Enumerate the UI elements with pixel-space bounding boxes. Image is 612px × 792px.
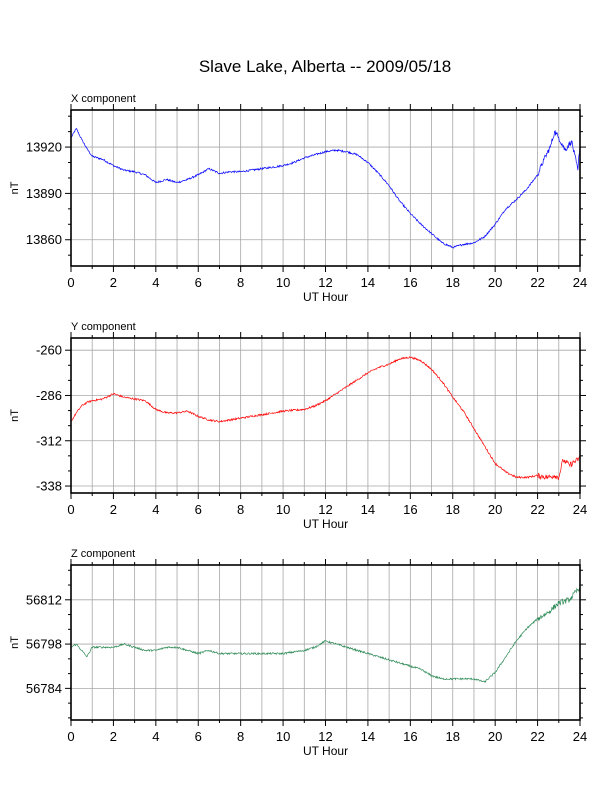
z-x-tick-label: 14 [361, 729, 375, 744]
y-component-series-line [70, 355, 581, 481]
x-x-tick-label: 14 [361, 275, 375, 290]
z-x-axis-label: UT Hour [303, 744, 348, 758]
x-y-tick-label: 13890 [26, 186, 62, 201]
z-component-title: Z component [71, 548, 135, 560]
x-x-tick-label: 4 [152, 275, 159, 290]
y-x-tick-label: 14 [361, 502, 375, 517]
y-x-tick-label: 2 [110, 502, 117, 517]
z-x-tick-label: 18 [446, 729, 460, 744]
y-x-tick-label: 0 [67, 502, 74, 517]
x-x-tick-label: 0 [67, 275, 74, 290]
y-x-tick-label: 24 [573, 502, 587, 517]
y-x-tick-label: 12 [318, 502, 332, 517]
y-x-tick-label: 20 [488, 502, 502, 517]
x-x-tick-label: 10 [276, 275, 290, 290]
x-x-tick-label: 22 [530, 275, 544, 290]
z-x-tick-label: 10 [276, 729, 290, 744]
y-y-tick-label: -312 [36, 433, 62, 448]
x-x-tick-label: 20 [488, 275, 502, 290]
y-x-tick-label: 18 [446, 502, 460, 517]
x-component-series-line [70, 127, 581, 249]
x-x-tick-label: 8 [237, 275, 244, 290]
z-x-tick-label: 8 [237, 729, 244, 744]
chart-main-title: Slave Lake, Alberta -- 2009/05/18 [198, 57, 452, 76]
x-y-tick-label: 13860 [26, 232, 62, 247]
y-y-tick-label: -286 [36, 388, 62, 403]
y-y-tick-label: -338 [36, 479, 62, 494]
x-x-tick-label: 2 [110, 275, 117, 290]
y-x-tick-label: 22 [530, 502, 544, 517]
y-x-tick-label: 16 [403, 502, 417, 517]
z-x-tick-label: 22 [530, 729, 544, 744]
x-x-tick-label: 6 [195, 275, 202, 290]
y-x-axis-label: UT Hour [303, 517, 348, 531]
z-x-tick-label: 16 [403, 729, 417, 744]
z-y-tick-label: 56798 [26, 637, 62, 652]
y-component-title: Y component [71, 321, 136, 333]
z-y-axis-label: nT [9, 636, 21, 649]
z-x-tick-label: 0 [67, 729, 74, 744]
y-x-tick-label: 4 [152, 502, 159, 517]
x-x-axis-label: UT Hour [303, 290, 348, 304]
y-x-tick-label: 8 [237, 502, 244, 517]
z-component-series-line [70, 586, 581, 683]
x-component-title: X component [71, 93, 136, 105]
z-y-tick-label: 56812 [26, 592, 62, 607]
z-x-tick-label: 4 [152, 729, 159, 744]
z-x-tick-label: 6 [195, 729, 202, 744]
x-x-tick-label: 16 [403, 275, 417, 290]
z-y-tick-label: 56784 [26, 681, 62, 696]
x-y-tick-label: 13920 [26, 140, 62, 155]
z-x-tick-label: 2 [110, 729, 117, 744]
z-x-tick-label: 20 [488, 729, 502, 744]
z-x-tick-label: 24 [573, 729, 587, 744]
y-y-axis-label: nT [9, 409, 21, 422]
x-x-tick-label: 12 [318, 275, 332, 290]
x-x-tick-label: 24 [573, 275, 587, 290]
x-x-tick-label: 18 [446, 275, 460, 290]
y-x-tick-label: 10 [276, 502, 290, 517]
x-y-axis-label: nT [9, 181, 21, 194]
y-y-tick-label: -260 [36, 343, 62, 358]
y-x-tick-label: 6 [195, 502, 202, 517]
z-x-tick-label: 12 [318, 729, 332, 744]
